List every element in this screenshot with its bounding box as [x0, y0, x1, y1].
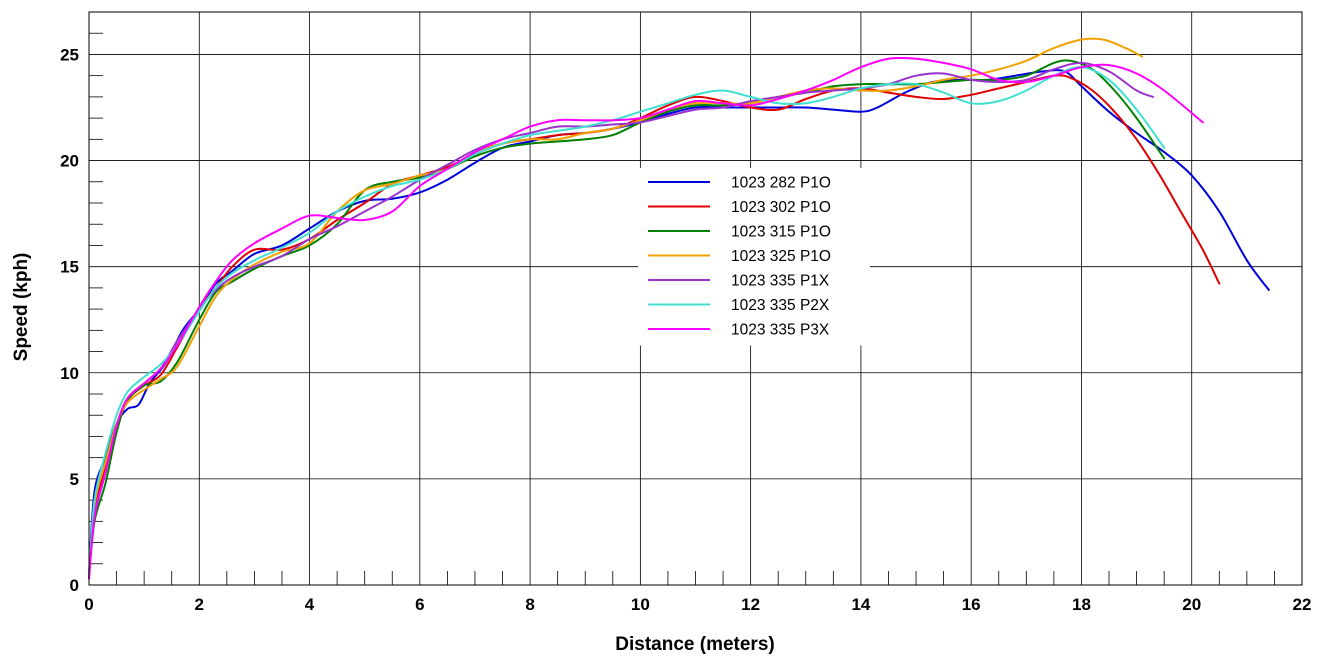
legend-label-0: 1023 282 P1O [731, 175, 831, 192]
x-tick-label-11: 22 [1293, 595, 1312, 614]
legend-label-4: 1023 335 P1X [731, 273, 830, 290]
x-tick-label-2: 4 [305, 595, 315, 614]
minor-ticks [89, 32, 1275, 585]
x-tick-labels: 0 2 4 6 8 10 12 14 16 18 20 22 [84, 595, 1311, 614]
x-tick-label-0: 0 [84, 595, 93, 614]
legend-label-1: 1023 302 P1O [731, 199, 831, 216]
x-tick-label-6: 12 [741, 595, 760, 614]
x-tick-label-10: 20 [1182, 595, 1201, 614]
legend-label-3: 1023 325 P1O [731, 248, 831, 265]
y-tick-label-5: 25 [60, 45, 79, 64]
y-tick-label-0: 0 [70, 576, 79, 595]
x-tick-label-8: 16 [962, 595, 981, 614]
y-tick-label-1: 5 [70, 470, 79, 489]
y-tick-label-2: 10 [60, 364, 79, 383]
x-tick-label-7: 14 [851, 595, 870, 614]
x-axis-title: Distance (meters) [615, 634, 774, 655]
legend-background [638, 168, 870, 346]
y-axis-title: Speed (kph) [11, 253, 32, 362]
plot-frame [88, 11, 1303, 586]
series-line-6 [88, 56, 1204, 580]
legend-label-6: 1023 335 P3X [731, 322, 830, 339]
legend-label-5: 1023 335 P2X [731, 297, 830, 314]
series-lines [88, 37, 1270, 580]
x-tick-label-4: 8 [525, 595, 534, 614]
series-line-2 [88, 59, 1166, 578]
x-tick-label-9: 18 [1072, 595, 1091, 614]
y-tick-labels: 0 5 10 15 20 25 [60, 45, 79, 595]
x-tick-label-5: 10 [631, 595, 650, 614]
legend: 1023 282 P1O 1023 302 P1O 1023 315 P1O 1023… [638, 168, 870, 346]
x-tick-label-3: 6 [415, 595, 424, 614]
series-line-4 [88, 61, 1155, 578]
y-tick-label-4: 20 [60, 152, 79, 171]
x-tick-label-1: 2 [195, 595, 204, 614]
legend-label-2: 1023 315 P1O [731, 224, 831, 241]
y-tick-label-3: 15 [60, 258, 79, 277]
